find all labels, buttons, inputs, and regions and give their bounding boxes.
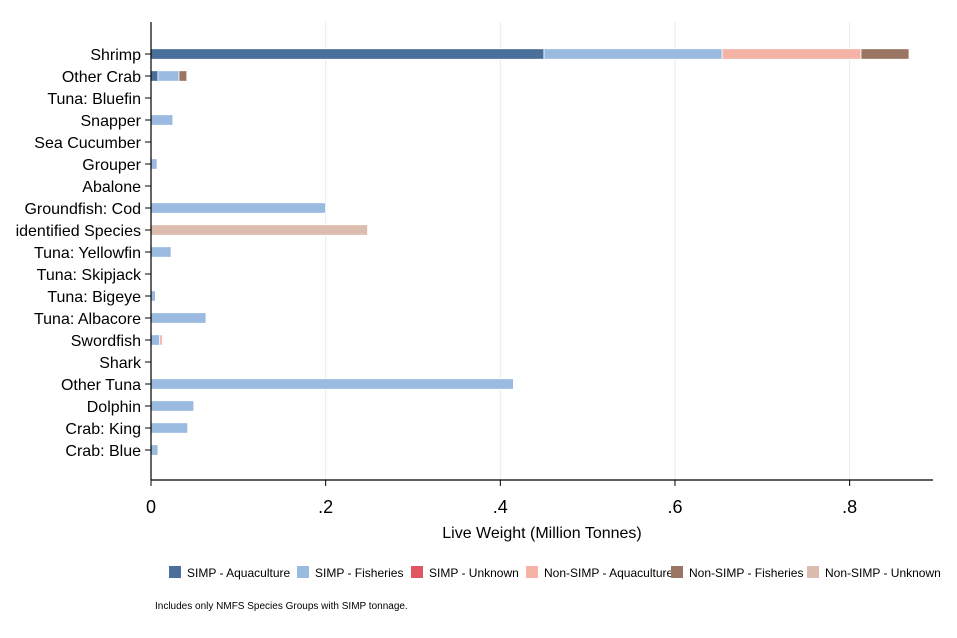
bars — [150, 48, 910, 456]
bar-segment — [150, 158, 158, 170]
bar-segment — [157, 70, 180, 82]
legend-label: SIMP - Fisheries — [315, 566, 403, 580]
category-label: Grouper — [82, 157, 141, 174]
bar-segment — [150, 48, 545, 60]
legend-swatch — [169, 566, 181, 578]
legend-label: SIMP - Unknown — [429, 566, 519, 580]
category-label: Tuna: Bluefin — [47, 91, 141, 108]
x-tick-label: .2 — [318, 497, 333, 517]
bar-segment — [150, 290, 156, 302]
category-label: Tuna: Yellowfin — [34, 245, 141, 262]
bar-segment — [721, 48, 862, 60]
category-label: Crab: King — [65, 421, 141, 438]
bar-segment — [150, 70, 159, 82]
legend-swatch — [671, 566, 683, 578]
category-label: Tuna: Skipjack — [37, 267, 142, 284]
x-tick-label: .6 — [667, 497, 682, 517]
legend-item: SIMP - Fisheries — [297, 566, 403, 580]
bar-segment — [150, 444, 159, 456]
category-label: Shark — [99, 355, 142, 372]
bar-segment — [150, 422, 189, 434]
legend-label: Non-SIMP - Fisheries — [689, 566, 803, 580]
legend-item: Non-SIMP - Aquaculture — [526, 566, 674, 580]
category-label: Tuna: Bigeye — [47, 289, 141, 306]
category-label: Groundfish: Cod — [24, 201, 141, 218]
bar-segment — [150, 202, 327, 214]
legend-label: Non-SIMP - Unknown — [825, 566, 941, 580]
footnote: Includes only NMFS Species Groups with S… — [155, 601, 408, 612]
bar-segment — [178, 70, 188, 82]
category-label: Snapper — [81, 113, 142, 130]
bar-segment — [150, 224, 368, 236]
category-label: Other Tuna — [61, 377, 141, 394]
legend-swatch — [526, 566, 538, 578]
bar-segment — [150, 114, 174, 126]
bar-segment — [150, 334, 161, 346]
legend-label: Non-SIMP - Aquaculture — [544, 566, 674, 580]
bar-segment — [150, 246, 172, 258]
bar-segment — [150, 312, 207, 324]
grid-lines — [325, 22, 851, 480]
legend-item: Non-SIMP - Fisheries — [671, 566, 803, 580]
bar-segment — [150, 400, 195, 412]
legend-item: Non-SIMP - Unknown — [807, 566, 941, 580]
category-label: Tuna: Albacore — [34, 311, 141, 328]
legend-label: SIMP - Aquaculture — [187, 566, 290, 580]
legend-item: SIMP - Unknown — [411, 566, 519, 580]
category-label: Dolphin — [87, 399, 141, 416]
category-label: Sea Cucumber — [34, 135, 141, 152]
x-axis-title: Live Weight (Million Tonnes) — [442, 525, 642, 542]
legend: SIMP - Aquaculture SIMP - Fisheries SIMP -… — [169, 566, 941, 580]
bar-segment — [543, 48, 723, 60]
category-label: Crab: Blue — [65, 443, 141, 460]
legend-swatch — [411, 566, 423, 578]
category-label: Swordfish — [71, 333, 141, 350]
category-label: Other Crab — [62, 69, 141, 86]
x-tick-label: .4 — [493, 497, 508, 517]
x-tick-label: 0 — [146, 497, 156, 517]
legend-swatch — [807, 566, 819, 578]
bar-segment — [150, 378, 514, 390]
category-labels: Shrimp Other Crab Tuna: Bluefin Snapper Sea … — [16, 47, 151, 460]
x-axis-ticks: 0 .2 .4 .6 .8 — [146, 480, 857, 517]
legend-item: SIMP - Aquaculture — [169, 566, 290, 580]
legend-swatch — [297, 566, 309, 578]
category-label: Shrimp — [90, 47, 141, 64]
category-label: Abalone — [82, 179, 141, 196]
bar-segment — [860, 48, 910, 60]
category-label: identified Species — [16, 223, 141, 240]
x-tick-label: .8 — [842, 497, 857, 517]
bar-segment — [159, 334, 163, 346]
